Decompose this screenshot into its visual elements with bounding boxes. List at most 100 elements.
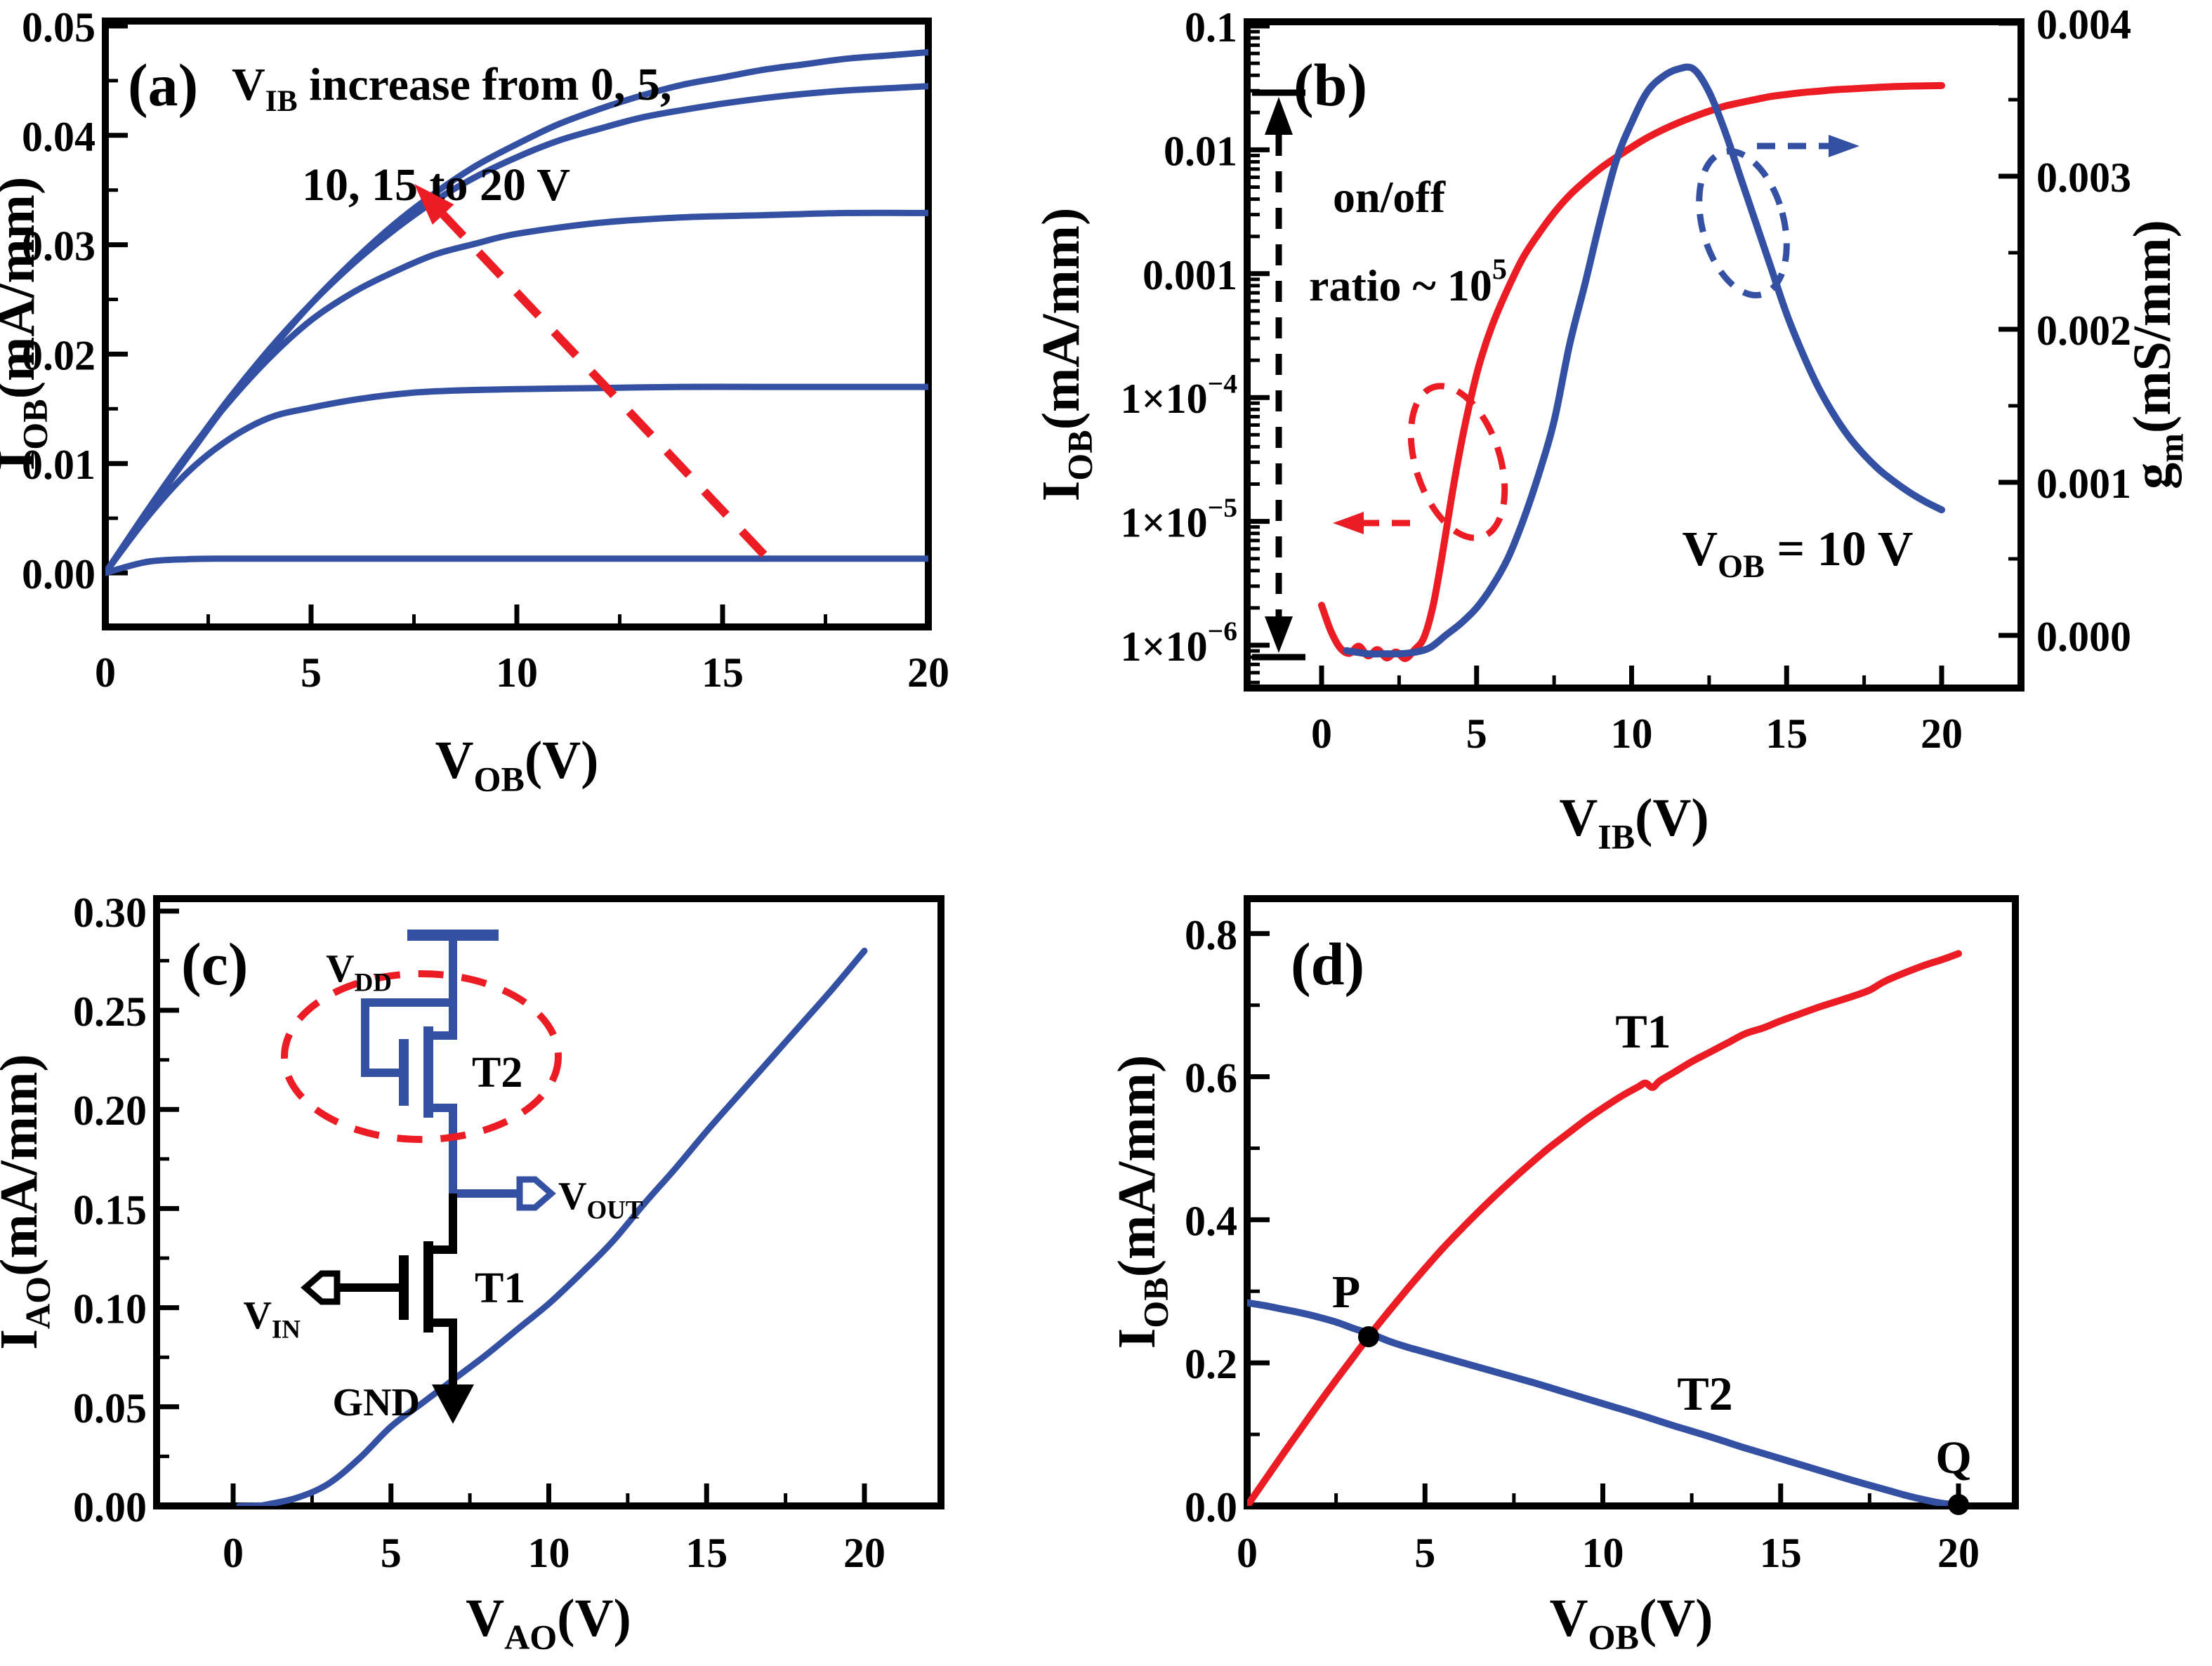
annotation-line xyxy=(361,998,453,1077)
y-axis: 0.1 0.01 0.001 1×10−4 1×10−5 1×10−6 IOB(mA/mm) xyxy=(1032,4,1270,685)
label-text: VIB(V) xyxy=(1559,788,1709,856)
label-text: 0.05 xyxy=(22,4,96,51)
panel-d: 0 5 10 15 20 VOB(V) 0.0 0.2 0.4 0.6 0.8 IOB(mA/mm) P… xyxy=(1107,895,2019,1656)
filled-triangle xyxy=(432,1384,474,1424)
label-text: 0 xyxy=(1237,1530,1258,1576)
series-VIB=10V xyxy=(105,209,928,576)
label-text: 10 xyxy=(496,649,538,696)
annotation-line xyxy=(428,1318,457,1384)
series-T1 xyxy=(1247,950,1962,1506)
data-point-dot xyxy=(1358,1326,1379,1347)
arrow-line xyxy=(440,211,768,558)
y-axis: 0.00 0.05 0.10 0.15 0.20 0.25 0.30 IAO(mA/mm) xyxy=(0,890,179,1531)
label-text: 0.001 xyxy=(1143,252,1237,298)
label-text: VAO(V) xyxy=(466,1589,631,1656)
label-text: 1×10−6 xyxy=(1120,616,1237,670)
label-text: VIN xyxy=(243,1294,301,1343)
label-text: 0.000 xyxy=(2036,614,2131,660)
label-text: (a) xyxy=(128,51,198,119)
label-text: on/off xyxy=(1333,172,1446,222)
filled-triangle xyxy=(1265,616,1293,653)
label-text: 0.02 xyxy=(22,332,96,378)
label-text: 15 xyxy=(685,1530,728,1576)
label-text: 0.05 xyxy=(73,1385,147,1432)
series-group xyxy=(1247,950,1962,1506)
label-text: 0.0 xyxy=(1185,1484,1237,1531)
label-text: VOB(V) xyxy=(1550,1589,1713,1656)
label-text: 5 xyxy=(381,1530,402,1576)
label-text: VOUT xyxy=(558,1175,643,1224)
annotations: VDD T2 VOUT VIN T1 GND xyxy=(243,930,643,1424)
label-text: 0.20 xyxy=(73,1087,147,1134)
label-text: 1×10−5 xyxy=(1120,492,1237,546)
label-text: 20 xyxy=(907,649,949,696)
y-axis: 0.0 0.2 0.4 0.6 0.8 IOB(mA/mm) xyxy=(1107,912,1270,1531)
label-text: IOB(mA/mm) xyxy=(1107,1055,1175,1349)
filled-triangle xyxy=(1265,97,1293,135)
label-text: 15 xyxy=(1760,1530,1802,1576)
label-text: 0.2 xyxy=(1185,1341,1237,1387)
label-text: 0.00 xyxy=(22,551,96,597)
y-axis: 0.00 0.01 0.02 0.03 0.04 0.05 IOB(mA/mm) xyxy=(0,4,128,597)
label-text: T2 xyxy=(472,1049,522,1097)
label-text: 0.01 xyxy=(22,442,96,488)
label-text: (b) xyxy=(1293,51,1367,119)
label-text: VOB = 10 V xyxy=(1683,522,1914,584)
annotation-line xyxy=(428,935,457,1040)
label-text: T2 xyxy=(1677,1367,1732,1420)
label-text: 5 xyxy=(1466,710,1487,757)
label-text: 0.4 xyxy=(1185,1198,1237,1244)
dashed-ellipse xyxy=(281,970,562,1143)
annotations: VIB increase from 0, 5,10, 15 to 20 V xyxy=(232,59,768,558)
panel-c: 0 5 10 15 20VAO(V)0.000.050.100.150.200.250.… xyxy=(0,890,944,1656)
label-text: 0 xyxy=(95,649,116,696)
label-text: ratio ~ 105 xyxy=(1309,253,1507,310)
label-text: IOB(mA/mm) xyxy=(0,177,54,471)
label-text: 0.30 xyxy=(73,890,147,936)
label-text: 20 xyxy=(1937,1530,1980,1576)
label-text: 10 xyxy=(528,1530,570,1576)
panel-a: 0 5 10 15 20 VOB(V) 0.00 0.01 0.02 0.03 0.04 0.05 IO… xyxy=(0,4,949,798)
annotation-line xyxy=(428,1194,457,1254)
label-text: 0.25 xyxy=(73,989,147,1035)
y2-axis: 0.004 0.003 0.002 0.001 0.000 gm(mS/mm) xyxy=(1999,1,2190,660)
label-text: GND xyxy=(333,1381,420,1424)
label-text: (d) xyxy=(1291,930,1364,998)
plot-frame xyxy=(1244,895,2019,1509)
open-arrow-icon xyxy=(516,1176,556,1211)
label-text: 0.001 xyxy=(2036,461,2131,507)
label-text: 5 xyxy=(301,649,322,696)
x-axis: 0 5 10 15 20 VAO(V) xyxy=(223,1483,886,1656)
annotations: P Q T1 T2 xyxy=(1332,1005,1972,1515)
label-text: VIB increase from 0, 5, xyxy=(232,59,671,118)
label-text: VDD xyxy=(326,947,392,996)
series-VIB=0V xyxy=(105,555,928,576)
label-text: IAO(mA/mm) xyxy=(0,1054,57,1349)
label-text: 0.00 xyxy=(73,1484,147,1531)
label-text: 0.8 xyxy=(1185,912,1237,958)
label-text: 0 xyxy=(223,1530,244,1576)
series-group xyxy=(105,48,928,576)
label-text: (c) xyxy=(181,930,248,998)
plot-frame xyxy=(102,18,932,630)
label-text: 10 xyxy=(1582,1530,1624,1576)
data-point-dot xyxy=(1948,1494,1969,1515)
label-text: 15 xyxy=(702,649,744,696)
annotations: on/off ratio ~ 105 VOB = 10 V xyxy=(1252,89,1914,661)
label-text: IOB(mA/mm) xyxy=(1032,208,1099,502)
label-text: 10 xyxy=(1611,710,1653,757)
label-text: 20 xyxy=(843,1530,886,1576)
series-T2 xyxy=(1247,1299,1962,1506)
label-text: 0.002 xyxy=(2036,308,2131,354)
x-axis: 0 5 10 15 20 VOB(V) xyxy=(1237,1483,1980,1656)
dashed-ellipse xyxy=(1407,383,1508,541)
x-axis: 0 5 10 15 20 VIB(V) xyxy=(1311,666,1963,856)
label-text: 15 xyxy=(1765,710,1808,757)
series-gm xyxy=(1343,63,1945,658)
label-text: 0.004 xyxy=(2036,1,2131,48)
label-text: 0.6 xyxy=(1185,1055,1237,1102)
open-arrow-icon xyxy=(301,1270,341,1305)
series-VIB=5V xyxy=(105,383,928,576)
